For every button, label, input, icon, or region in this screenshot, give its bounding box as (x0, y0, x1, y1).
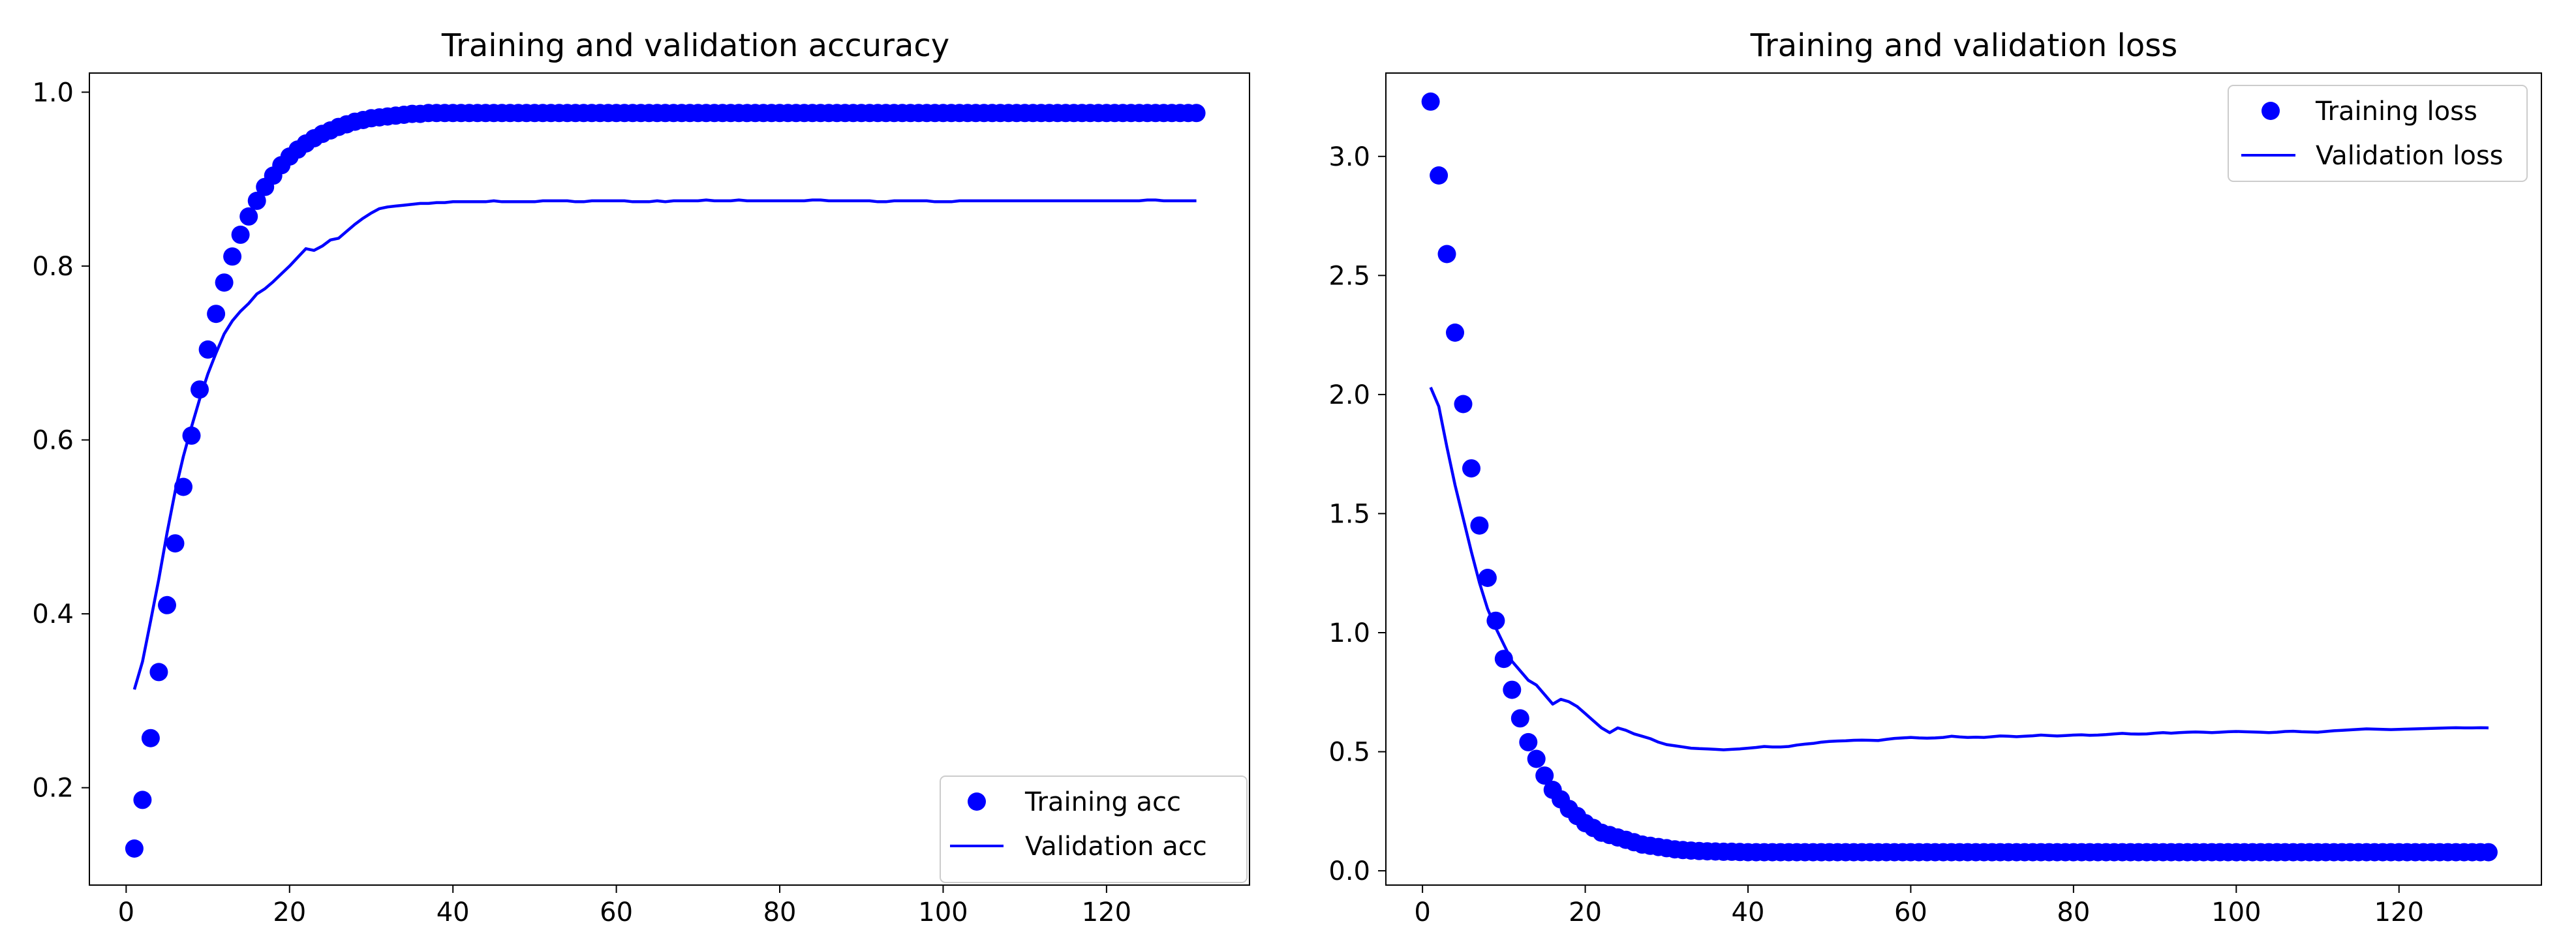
training-loss-point (1437, 245, 1456, 264)
loss-x-tick-label: 60 (1894, 897, 1927, 927)
loss-plot-area (1421, 92, 2498, 862)
accuracy-x-tick-label: 0 (118, 897, 134, 927)
loss-chart-title: Training and validation loss (1750, 27, 2178, 64)
training-acc-point (215, 273, 234, 292)
loss-y-tick-label: 2.5 (1328, 261, 1370, 291)
loss-x-tick-label: 120 (2374, 897, 2424, 927)
loss-y-tick-label: 1.5 (1328, 499, 1370, 529)
validation-acc-line (132, 198, 1197, 690)
loss-x-tick-label: 20 (1569, 897, 1602, 927)
training-loss-point (1527, 749, 1546, 768)
loss-axes: 0 20 40 60 80 100 120 0.0 0.5 1.0 1.5 2.0 2.5 3.0 (1328, 72, 2542, 927)
training-acc-point (133, 791, 152, 809)
accuracy-plot-area (125, 104, 1206, 858)
training-acc-point (207, 305, 226, 324)
loss-axes-frame (1385, 72, 2542, 886)
training-loss-point (1421, 92, 1440, 111)
training-acc-point (141, 729, 160, 747)
loss-chart: Training and validation loss 0 20 40 60 80 10… (1328, 27, 2542, 927)
accuracy-y-tick-label: 0.4 (32, 599, 74, 629)
accuracy-chart: Training and validation accuracy 0 20 40 60… (32, 27, 1250, 927)
accuracy-y-tick-label: 0.2 (32, 774, 74, 804)
loss-y-tick-label: 1.0 (1328, 618, 1370, 648)
validation-loss-line (1429, 387, 2489, 751)
loss-legend-marker-training (2262, 102, 2280, 120)
accuracy-y-tick-label: 0.6 (32, 426, 74, 456)
accuracy-legend-marker-training (968, 792, 986, 811)
loss-legend-label-validation: Validation loss (2316, 141, 2504, 171)
accuracy-legend-box (940, 776, 1248, 883)
accuracy-x-tick-label: 120 (1082, 897, 1131, 927)
loss-legend-box (2228, 85, 2528, 182)
training-loss-point (1470, 516, 1489, 535)
training-acc-point (158, 595, 176, 614)
accuracy-legend: Training acc Validation acc (940, 776, 1248, 883)
training-loss-point (1454, 395, 1473, 414)
training-loss-point (1519, 732, 1538, 751)
loss-x-tick-label: 40 (1732, 897, 1765, 927)
accuracy-x-tick-label: 80 (763, 897, 797, 927)
training-acc-point (198, 340, 217, 359)
accuracy-axes: 0 20 40 60 80 100 120 0.2 0.4 0.6 0.8 1.0 (32, 72, 1250, 927)
training-acc-point (239, 207, 258, 226)
accuracy-chart-title: Training and validation accuracy (441, 27, 949, 64)
loss-y-tick-label: 3.0 (1328, 142, 1370, 172)
loss-legend-label-training: Training loss (2315, 97, 2477, 127)
loss-y-tick-label: 0.0 (1328, 856, 1370, 886)
training-loss-point (1510, 709, 1529, 728)
training-loss-point (2479, 843, 2498, 862)
training-loss-point (1503, 680, 1522, 699)
accuracy-x-tick-label: 20 (273, 897, 306, 927)
accuracy-y-tick-label: 0.8 (32, 252, 74, 282)
training-acc-point (1187, 104, 1206, 123)
accuracy-x-tick-label: 100 (918, 897, 968, 927)
training-acc-point (166, 534, 185, 553)
accuracy-legend-label-training: Training acc (1024, 787, 1181, 817)
accuracy-x-tick-label: 60 (600, 897, 633, 927)
training-acc-point (231, 225, 250, 244)
loss-x-tick-label: 100 (2211, 897, 2261, 927)
training-loss-point (1430, 166, 1449, 185)
training-acc-point (247, 191, 266, 210)
training-loss-point (1535, 766, 1554, 785)
accuracy-axes-frame (89, 72, 1250, 886)
loss-y-tick-label: 2.0 (1328, 380, 1370, 410)
loss-x-tick-label: 80 (2057, 897, 2090, 927)
training-loss-point (1462, 459, 1480, 478)
training-loss-point (1446, 324, 1464, 342)
training-acc-point (223, 247, 242, 266)
training-acc-point (125, 839, 144, 858)
loss-legend: Training loss Validation loss (2228, 85, 2528, 182)
training-acc-point (149, 663, 168, 682)
loss-y-tick-label: 0.5 (1328, 738, 1370, 768)
accuracy-legend-label-validation: Validation acc (1025, 832, 1207, 862)
accuracy-y-tick-label: 1.0 (32, 78, 74, 108)
loss-x-tick-label: 0 (1414, 897, 1430, 927)
accuracy-x-tick-label: 40 (437, 897, 470, 927)
training-loss-point (1478, 569, 1497, 587)
